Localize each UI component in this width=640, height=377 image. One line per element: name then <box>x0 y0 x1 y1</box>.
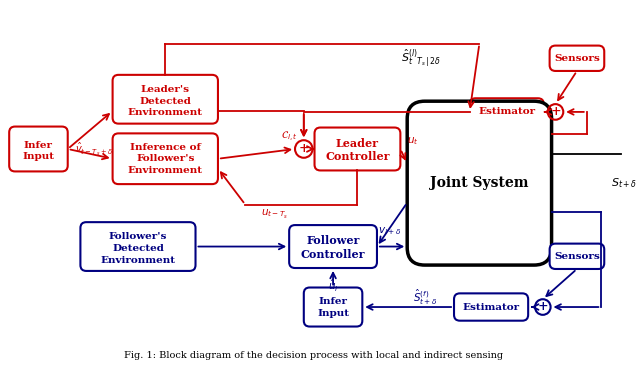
Text: Input: Input <box>22 152 54 161</box>
Text: Sensors: Sensors <box>554 54 600 63</box>
Text: Environment: Environment <box>128 109 203 117</box>
Text: $\hat{S}^{(l)}_{t\ \ T_s\,|\,2\delta}$: $\hat{S}^{(l)}_{t\ \ T_s\,|\,2\delta}$ <box>401 48 440 69</box>
Text: $v_{l+\delta}$: $v_{l+\delta}$ <box>378 225 401 237</box>
Text: Fig. 1: Block diagram of the decision process with local and indirect sensing: Fig. 1: Block diagram of the decision pr… <box>124 351 503 360</box>
Text: Follower: Follower <box>307 235 360 246</box>
Text: Follower's: Follower's <box>136 154 195 163</box>
FancyBboxPatch shape <box>9 127 68 172</box>
FancyBboxPatch shape <box>470 98 544 126</box>
Text: +: + <box>538 300 548 313</box>
Text: Leader's: Leader's <box>141 85 190 94</box>
FancyBboxPatch shape <box>407 101 552 265</box>
Text: Joint System: Joint System <box>430 176 529 190</box>
FancyBboxPatch shape <box>550 244 604 269</box>
FancyBboxPatch shape <box>304 288 362 326</box>
FancyBboxPatch shape <box>314 127 401 170</box>
Text: Leader: Leader <box>336 138 379 149</box>
Text: Inference of: Inference of <box>130 143 201 152</box>
Text: $u_t$: $u_t$ <box>407 135 419 147</box>
FancyBboxPatch shape <box>113 75 218 124</box>
Text: $\hat{u}_l$: $\hat{u}_l$ <box>328 277 339 294</box>
Text: Follower's: Follower's <box>109 232 167 241</box>
Text: $\hat{v}_{t-T_s+\delta}$: $\hat{v}_{t-T_s+\delta}$ <box>74 140 113 158</box>
Text: $\hat{S}^{(f)}_{t+\delta}$: $\hat{S}^{(f)}_{t+\delta}$ <box>413 288 438 307</box>
Text: Infer: Infer <box>319 297 348 306</box>
Text: Sensors: Sensors <box>554 252 600 261</box>
Text: Detected: Detected <box>112 244 164 253</box>
FancyBboxPatch shape <box>81 222 195 271</box>
Text: Environment: Environment <box>100 256 175 265</box>
Text: Estimator: Estimator <box>478 107 535 116</box>
Text: Input: Input <box>317 310 349 318</box>
FancyBboxPatch shape <box>113 133 218 184</box>
FancyBboxPatch shape <box>289 225 377 268</box>
Text: $S_{t+\delta}$: $S_{t+\delta}$ <box>611 176 637 190</box>
Text: $u_{t-T_s}$: $u_{t-T_s}$ <box>261 208 288 221</box>
FancyBboxPatch shape <box>550 46 604 71</box>
Text: Estimator: Estimator <box>463 302 520 311</box>
Text: $\mathcal{C}_{l,t}$: $\mathcal{C}_{l,t}$ <box>281 130 298 144</box>
Text: Infer: Infer <box>24 141 53 150</box>
Text: +: + <box>550 105 561 118</box>
Text: Controller: Controller <box>325 151 390 162</box>
Text: Controller: Controller <box>301 249 365 260</box>
FancyBboxPatch shape <box>454 293 528 321</box>
Text: Environment: Environment <box>128 166 203 175</box>
Text: +: + <box>298 142 309 155</box>
Text: Detected: Detected <box>140 97 191 106</box>
